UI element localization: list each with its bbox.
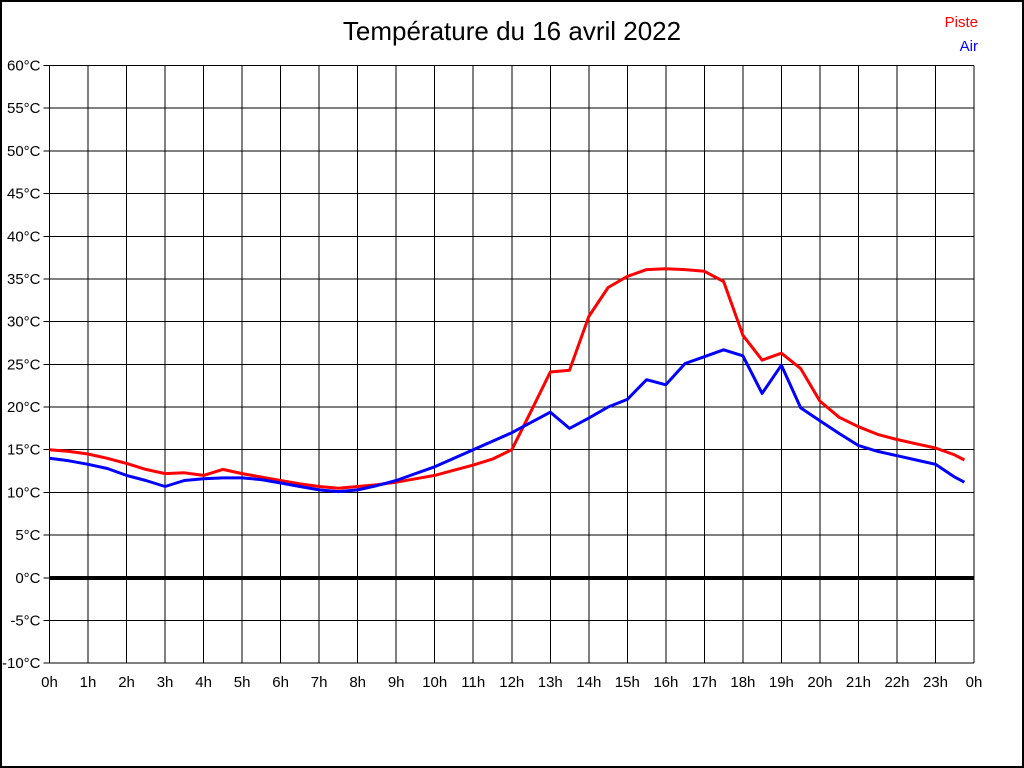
y-tick-label: 5°C bbox=[15, 527, 40, 544]
x-tick-label: 0h bbox=[966, 674, 983, 691]
y-tick-label: 45°C bbox=[7, 186, 41, 203]
y-tick-label: 55°C bbox=[7, 100, 41, 117]
y-tick-label: 50°C bbox=[7, 143, 41, 160]
x-tick-label: 18h bbox=[730, 674, 755, 691]
series-line-piste bbox=[49, 267, 966, 490]
x-tick-label: 16h bbox=[653, 674, 678, 691]
y-tick-label: -10°C bbox=[2, 655, 41, 672]
x-tick-label: 5h bbox=[234, 674, 251, 691]
x-tick-label: 22h bbox=[884, 674, 909, 691]
x-tick-label: 20h bbox=[807, 674, 832, 691]
x-tick-label: 19h bbox=[769, 674, 794, 691]
chart-title: Température du 16 avril 2022 bbox=[342, 16, 682, 46]
x-tick-label: 6h bbox=[272, 674, 289, 691]
legend-item-piste: Piste bbox=[944, 14, 978, 31]
y-tick-label: 15°C bbox=[7, 442, 41, 459]
series-line-air bbox=[49, 348, 966, 494]
x-tick-label: 21h bbox=[846, 674, 871, 691]
y-tick-label: 0°C bbox=[15, 570, 40, 587]
y-tick-label: -5°C bbox=[10, 613, 40, 630]
x-tick-label: 13h bbox=[538, 674, 563, 691]
x-tick-label: 17h bbox=[692, 674, 717, 691]
x-tick-label: 10h bbox=[422, 674, 447, 691]
y-tick-label: 20°C bbox=[7, 399, 41, 416]
x-tick-label: 0h bbox=[41, 674, 58, 691]
legend: Piste Air bbox=[945, 11, 978, 59]
y-tick-label: 35°C bbox=[7, 271, 41, 288]
x-tick-label: 1h bbox=[80, 674, 97, 691]
x-tick-label: 9h bbox=[388, 674, 405, 691]
x-tick-label: 14h bbox=[576, 674, 601, 691]
x-tick-label: 7h bbox=[311, 674, 328, 691]
x-tick-label: 15h bbox=[615, 674, 640, 691]
legend-item-air: Air bbox=[959, 38, 978, 55]
y-tick-label: 10°C bbox=[7, 484, 41, 501]
x-tick-label: 4h bbox=[195, 674, 212, 691]
y-tick-label: 25°C bbox=[7, 356, 41, 373]
y-tick-label: 30°C bbox=[7, 314, 41, 331]
x-tick-label: 23h bbox=[923, 674, 948, 691]
y-tick-label: 40°C bbox=[7, 228, 41, 245]
x-tick-label: 2h bbox=[118, 674, 135, 691]
x-tick-label: 11h bbox=[461, 674, 485, 691]
x-tick-label: 8h bbox=[349, 674, 366, 691]
y-tick-label: 60°C bbox=[7, 58, 41, 75]
x-tick-label: 12h bbox=[499, 674, 524, 691]
x-tick-label: 3h bbox=[157, 674, 174, 691]
